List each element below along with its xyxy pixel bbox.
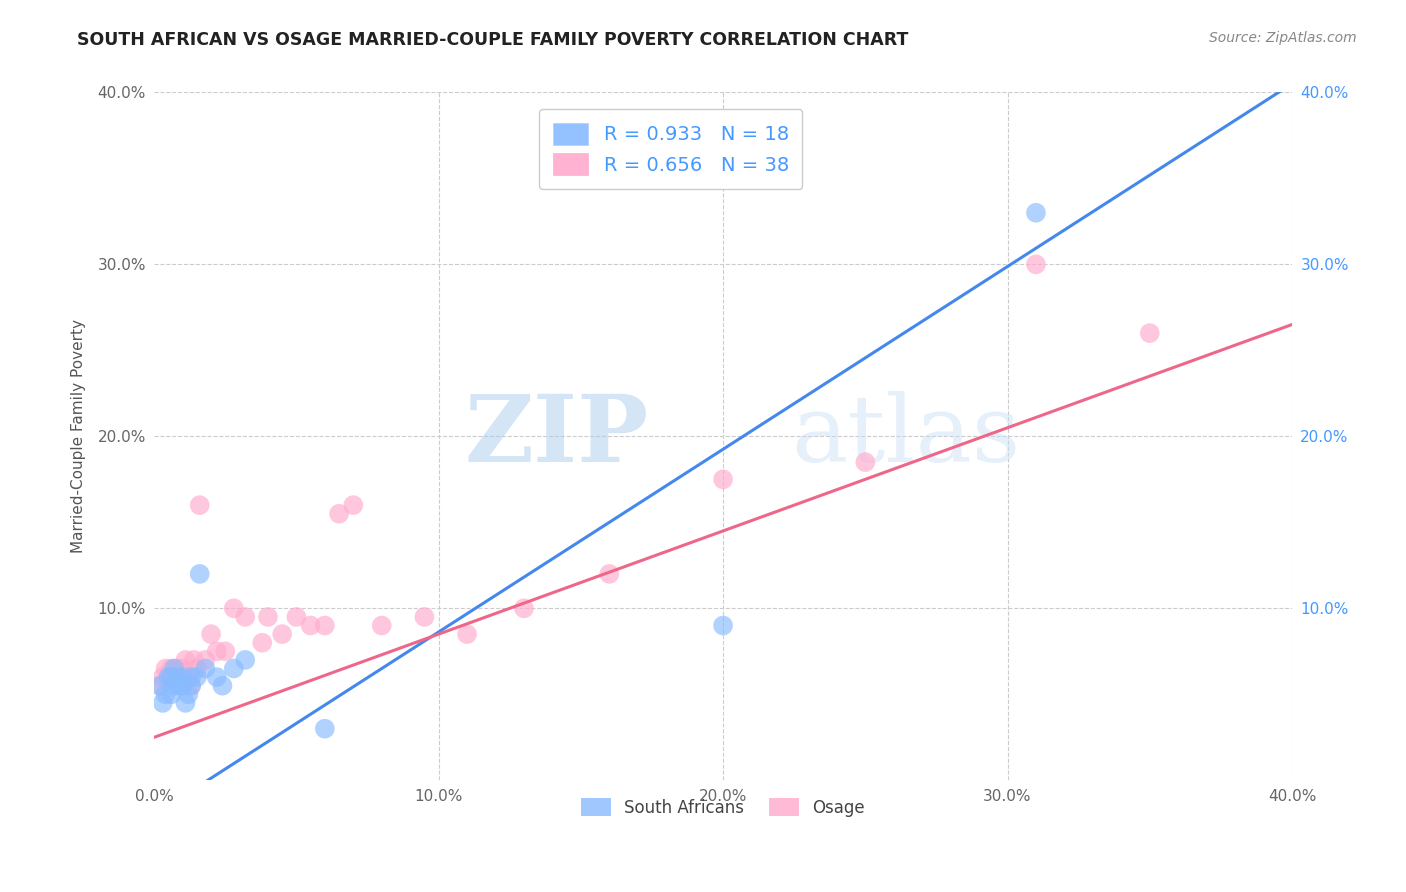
Point <box>1025 257 1047 271</box>
Point <box>271 627 294 641</box>
Point <box>169 679 191 693</box>
Y-axis label: Married-Couple Family Poverty: Married-Couple Family Poverty <box>72 319 86 553</box>
Point <box>163 670 186 684</box>
Point <box>211 679 233 693</box>
Point <box>157 670 180 684</box>
Point <box>598 566 620 581</box>
Text: atlas: atlas <box>792 392 1021 482</box>
Point <box>163 661 186 675</box>
Point <box>152 696 174 710</box>
Point <box>180 679 202 693</box>
Point <box>1139 326 1161 340</box>
Point <box>166 661 188 675</box>
Point <box>188 498 211 512</box>
Point <box>149 679 172 693</box>
Point <box>188 566 211 581</box>
Point <box>152 670 174 684</box>
Point <box>328 507 350 521</box>
Legend: South Africans, Osage: South Africans, Osage <box>574 791 872 823</box>
Point <box>157 670 180 684</box>
Point <box>205 644 228 658</box>
Point <box>205 670 228 684</box>
Point <box>257 610 280 624</box>
Point <box>172 661 194 675</box>
Point <box>174 653 197 667</box>
Point <box>342 498 364 512</box>
Point <box>180 670 202 684</box>
Point <box>214 644 236 658</box>
Point <box>299 618 322 632</box>
Point <box>180 679 202 693</box>
Point <box>711 618 734 632</box>
Text: Source: ZipAtlas.com: Source: ZipAtlas.com <box>1209 31 1357 45</box>
Point <box>413 610 436 624</box>
Point <box>456 627 478 641</box>
Point <box>314 618 336 632</box>
Point <box>186 661 208 675</box>
Point <box>169 670 191 684</box>
Point <box>853 455 876 469</box>
Point <box>233 653 256 667</box>
Point <box>194 653 217 667</box>
Point <box>174 696 197 710</box>
Point <box>314 722 336 736</box>
Point <box>252 636 274 650</box>
Point <box>711 472 734 486</box>
Point <box>200 627 222 641</box>
Point <box>177 670 200 684</box>
Point <box>160 670 183 684</box>
Point <box>1025 206 1047 220</box>
Point <box>155 687 177 701</box>
Point <box>222 661 245 675</box>
Point <box>160 687 183 701</box>
Point <box>513 601 536 615</box>
Point <box>172 679 194 693</box>
Text: SOUTH AFRICAN VS OSAGE MARRIED-COUPLE FAMILY POVERTY CORRELATION CHART: SOUTH AFRICAN VS OSAGE MARRIED-COUPLE FA… <box>77 31 908 49</box>
Point <box>172 670 194 684</box>
Point <box>177 687 200 701</box>
Point <box>285 610 308 624</box>
Point <box>149 679 172 693</box>
Point <box>166 670 188 684</box>
Point <box>155 661 177 675</box>
Point <box>183 653 205 667</box>
Text: ZIP: ZIP <box>465 392 650 482</box>
Point <box>194 661 217 675</box>
Point <box>186 670 208 684</box>
Point <box>160 661 183 675</box>
Point <box>163 679 186 693</box>
Point <box>222 601 245 615</box>
Point <box>233 610 256 624</box>
Point <box>371 618 394 632</box>
